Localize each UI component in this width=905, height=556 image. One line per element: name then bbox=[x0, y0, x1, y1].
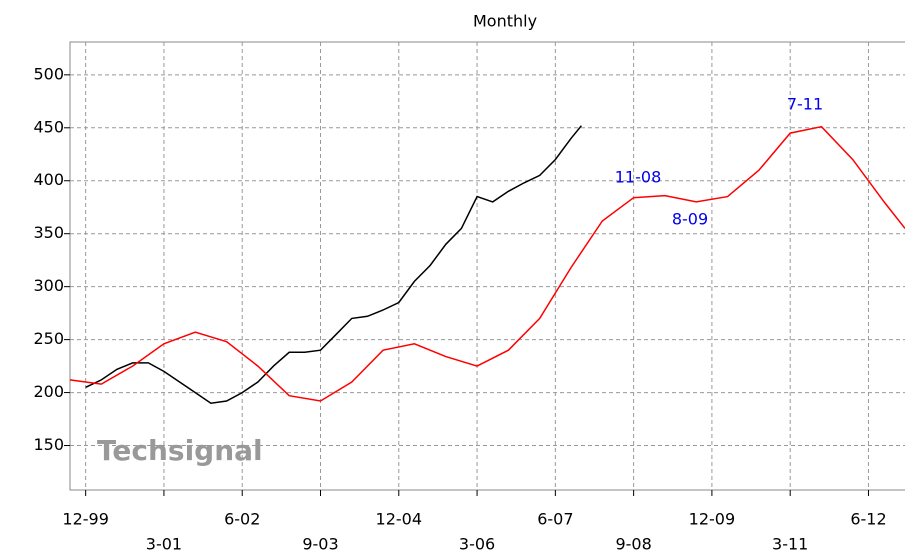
annotation: 8-09 bbox=[672, 210, 708, 229]
x-tick-label: 12-04 bbox=[376, 510, 423, 529]
x-tick-label: 12-99 bbox=[62, 510, 109, 529]
y-tick-label: 300 bbox=[33, 276, 64, 295]
series-line bbox=[85, 125, 582, 404]
annotation: 7-11 bbox=[787, 95, 823, 114]
watermark: Techsignal bbox=[97, 434, 263, 467]
y-tick-label: 350 bbox=[33, 223, 64, 242]
y-tick-label: 250 bbox=[33, 329, 64, 348]
x-tick-label: 9-08 bbox=[615, 535, 651, 554]
y-tick-label: 500 bbox=[33, 64, 64, 83]
x-tick-label: 3-06 bbox=[459, 535, 495, 554]
series-line bbox=[69, 125, 905, 402]
chart-subtitle: Monthly bbox=[473, 12, 537, 31]
y-tick-label: 400 bbox=[33, 170, 64, 189]
annotation: 11-08 bbox=[615, 168, 662, 187]
y-tick-label: 200 bbox=[33, 382, 64, 401]
x-tick-label: 6-07 bbox=[537, 510, 573, 529]
x-tick-label: 9-03 bbox=[302, 535, 338, 554]
x-tick-label: 3-11 bbox=[772, 535, 808, 554]
y-tick-label: 450 bbox=[33, 117, 64, 136]
x-tick-label: 3-01 bbox=[146, 535, 182, 554]
plot-frame bbox=[69, 41, 905, 491]
x-tick-label: 6-12 bbox=[850, 510, 886, 529]
x-tick-label: 12-09 bbox=[689, 510, 736, 529]
y-tick-label: 150 bbox=[33, 435, 64, 454]
x-tick-label: 6-02 bbox=[224, 510, 260, 529]
